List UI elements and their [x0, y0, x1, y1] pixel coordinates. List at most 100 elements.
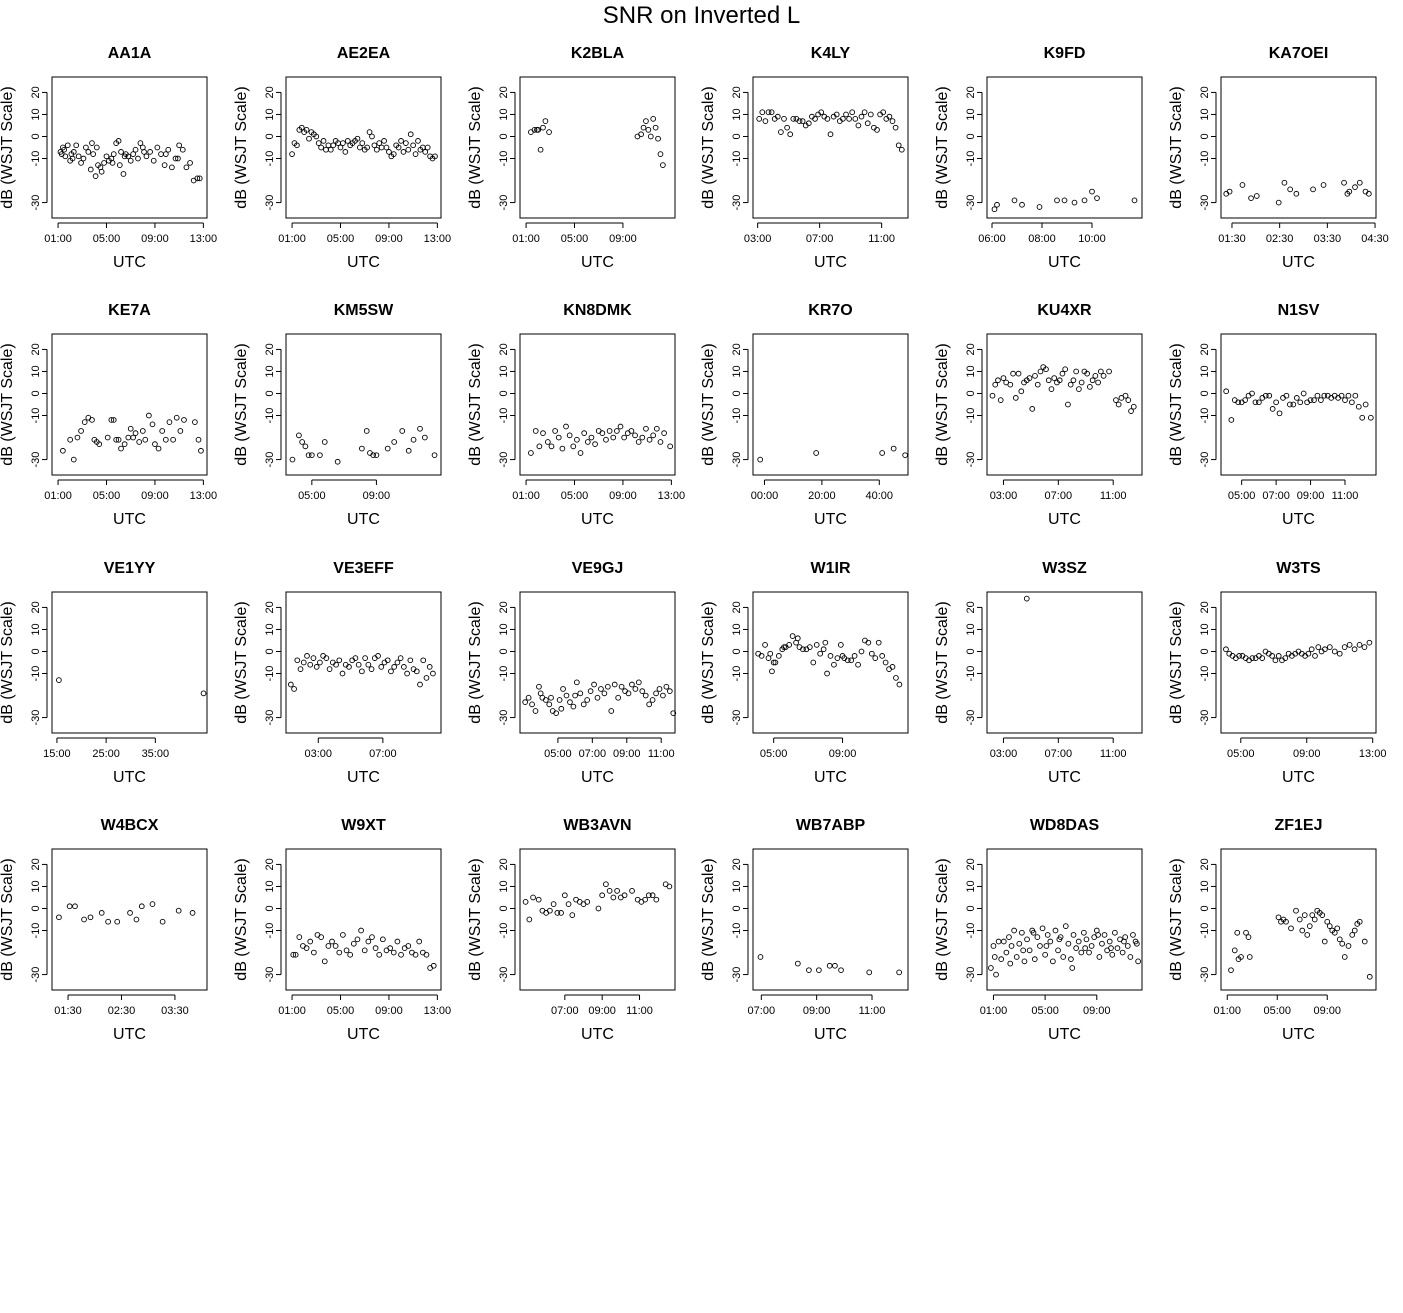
data-point: [848, 657, 855, 664]
y-tick-label: 20: [731, 601, 743, 613]
data-point: [839, 653, 846, 659]
data-point: [1272, 657, 1279, 664]
x-tick-label: 09:00: [375, 1005, 403, 1017]
data-point: [638, 131, 644, 138]
data-point: [136, 439, 143, 445]
y-tick-label: 10: [1199, 623, 1211, 635]
y-tick-label: -10: [264, 666, 276, 682]
data-point: [313, 133, 320, 140]
y-axis-label: dB (WSJT Scale): [1168, 858, 1185, 980]
data-point: [155, 445, 162, 452]
y-tick-label: 10: [30, 880, 42, 892]
y-tick-label: 10: [731, 880, 743, 892]
data-point: [149, 901, 156, 907]
x-tick-label: 11:00: [859, 1005, 886, 1017]
data-point: [1030, 929, 1037, 936]
data-point: [292, 951, 299, 958]
x-tick-label: 05:00: [544, 748, 572, 760]
data-point: [628, 428, 635, 434]
data-point: [103, 153, 110, 160]
data-point: [1282, 655, 1289, 661]
data-point: [663, 683, 670, 690]
data-point: [1326, 644, 1333, 650]
y-tick-label: -30: [731, 967, 743, 983]
data-point: [1356, 918, 1363, 925]
data-point: [1070, 377, 1077, 384]
data-point: [1068, 956, 1074, 963]
data-point: [369, 133, 375, 140]
data-point: [143, 153, 150, 160]
data-point: [1352, 184, 1358, 191]
data-point: [373, 146, 380, 153]
panel-title: K4LY: [811, 45, 851, 62]
data-point: [298, 124, 305, 131]
data-point: [1059, 370, 1066, 377]
data-point: [1026, 375, 1033, 381]
x-tick-label: 03:00: [990, 748, 1018, 760]
data-point: [526, 916, 533, 923]
data-point: [179, 146, 186, 153]
data-point: [769, 668, 775, 675]
data-point: [368, 666, 375, 672]
y-tick-label: -10: [498, 923, 510, 939]
x-axis-label: UTC: [113, 254, 146, 271]
data-point: [426, 664, 433, 670]
data-point: [1073, 945, 1079, 951]
y-tick-label: -30: [264, 452, 276, 468]
data-point: [1341, 179, 1347, 186]
data-point: [1362, 401, 1369, 408]
data-point: [104, 434, 111, 441]
data-point: [584, 697, 591, 703]
data-point: [805, 120, 812, 127]
data-point: [768, 109, 775, 116]
data-point: [416, 938, 423, 945]
y-tick-label: 0: [30, 390, 42, 396]
data-point: [625, 690, 632, 697]
y-tick-label: -10: [731, 666, 743, 682]
data-point: [635, 679, 642, 686]
data-point: [378, 664, 385, 670]
data-point: [394, 659, 401, 666]
data-point: [172, 155, 179, 162]
data-point: [1050, 958, 1056, 965]
data-point: [1128, 408, 1134, 414]
page-title: SNR on Inverted L: [602, 2, 801, 29]
data-point: [991, 954, 998, 960]
data-point: [661, 430, 667, 436]
panel-w1ir: W1IR 05:00 09:00 -30 -10 0 10 20 UTC dB (WSJT Sca…: [700, 560, 909, 786]
data-point: [200, 690, 207, 697]
y-tick-label: 10: [30, 365, 42, 377]
y-tick-label: -10: [1199, 408, 1211, 424]
data-point: [1121, 938, 1127, 945]
plot-frame: [519, 333, 676, 476]
x-tick-label: 05:00: [760, 748, 788, 760]
x-axis-label: UTC: [814, 511, 847, 528]
data-point: [580, 701, 587, 708]
data-point: [817, 650, 824, 657]
x-tick-label: 07:00: [1045, 748, 1073, 760]
data-point: [390, 949, 397, 956]
data-point: [169, 164, 175, 171]
panel-title: KR7O: [808, 302, 852, 319]
x-axis-label: UTC: [581, 254, 614, 271]
data-point: [1013, 954, 1020, 960]
data-point: [138, 903, 145, 910]
data-point: [365, 938, 372, 945]
data-point: [542, 697, 549, 703]
x-axis-label: UTC: [1048, 254, 1081, 271]
data-point: [194, 175, 201, 182]
data-point: [296, 934, 303, 940]
y-tick-label: -30: [731, 710, 743, 726]
x-tick-label: 13:00: [190, 233, 218, 245]
data-point: [610, 894, 617, 901]
data-point: [1275, 199, 1282, 206]
data-point: [1051, 375, 1058, 381]
y-axis-label: dB (WSJT Scale): [700, 858, 717, 980]
data-point: [1262, 392, 1269, 399]
y-tick-label: -10: [264, 151, 276, 167]
x-axis-label: UTC: [814, 254, 847, 271]
y-axis-label: dB (WSJT Scale): [0, 858, 16, 980]
data-point: [72, 903, 78, 910]
data-point: [296, 432, 302, 439]
data-point: [1044, 932, 1051, 938]
